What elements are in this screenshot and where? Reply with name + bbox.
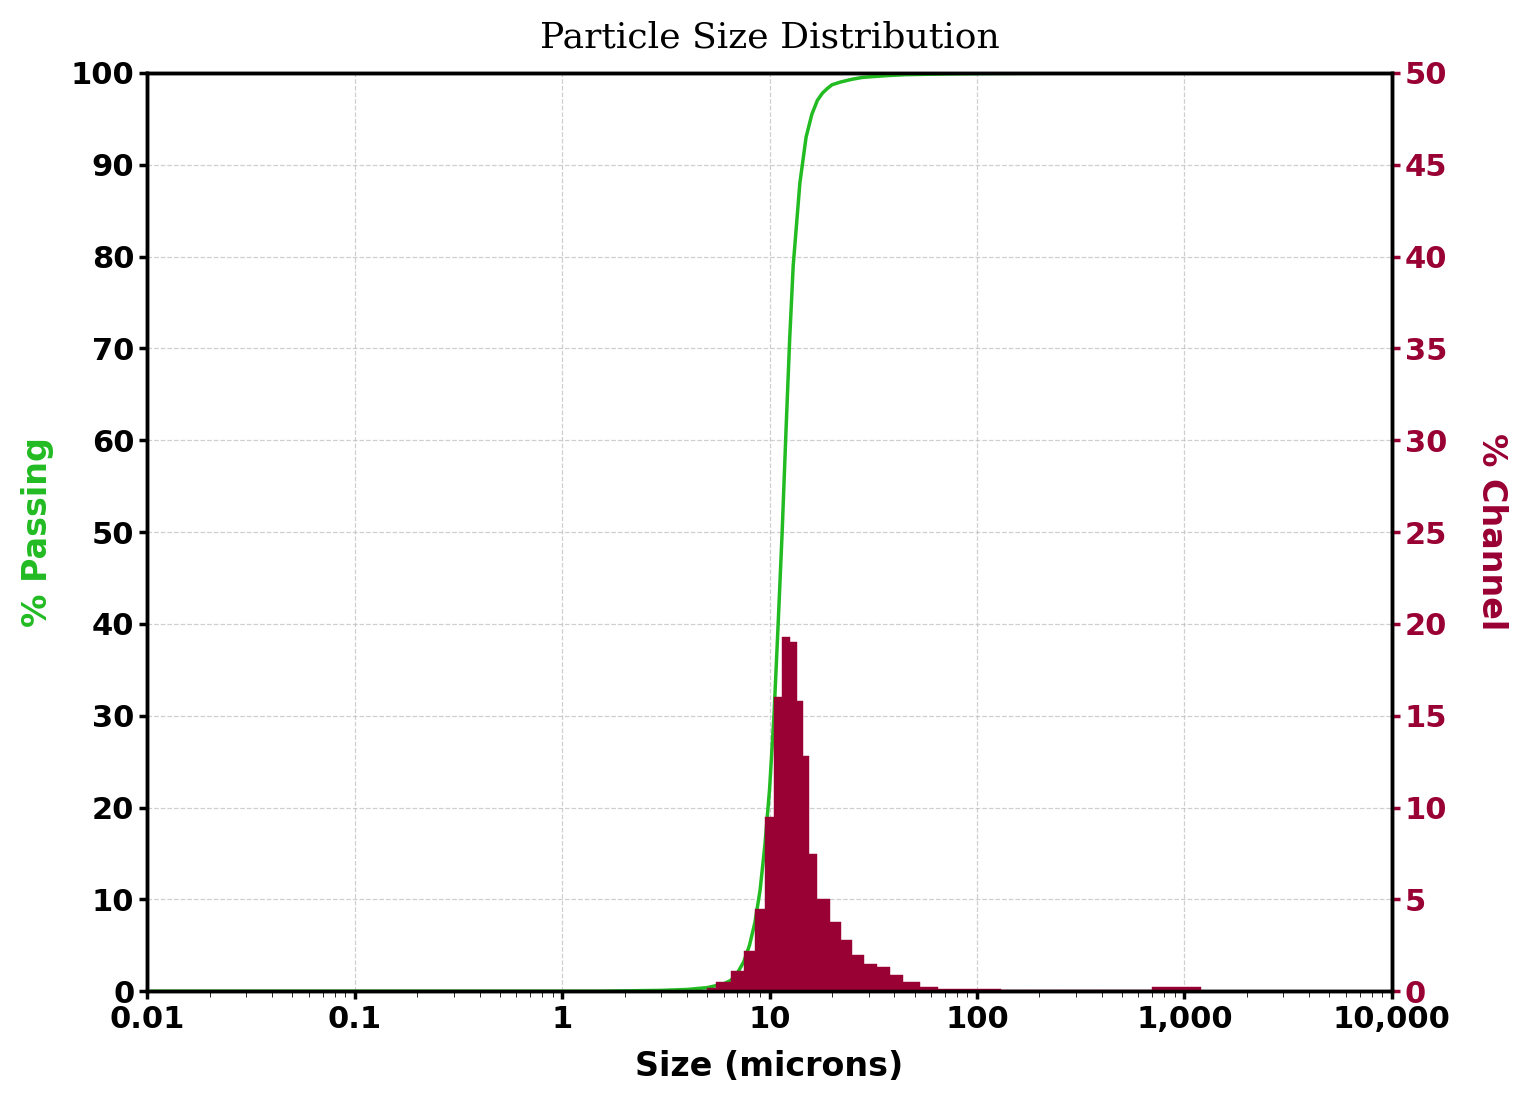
Bar [904, 983, 920, 991]
Bar [797, 701, 803, 991]
Bar [706, 988, 716, 991]
Bar [731, 972, 743, 991]
Bar [774, 698, 783, 991]
Bar [1000, 990, 1027, 991]
Bar [852, 955, 864, 991]
Bar [764, 817, 774, 991]
Bar [864, 964, 878, 991]
Bar [878, 967, 890, 991]
Bar [803, 756, 809, 991]
Bar [890, 975, 904, 991]
Y-axis label: % Channel: % Channel [1475, 434, 1508, 630]
Bar [789, 643, 797, 991]
Bar [920, 987, 939, 991]
Title: Particle Size Distribution: Particle Size Distribution [540, 21, 1000, 55]
Bar [783, 637, 789, 991]
Bar [743, 951, 755, 991]
Y-axis label: % Passing: % Passing [21, 437, 54, 627]
Bar [957, 988, 977, 991]
Bar [809, 853, 818, 991]
Bar [830, 922, 841, 991]
Bar [818, 900, 830, 991]
Bar [939, 988, 957, 991]
Bar [716, 983, 731, 991]
Bar [1153, 987, 1200, 991]
Bar [841, 940, 852, 991]
Bar [755, 909, 764, 991]
Bar [977, 988, 1000, 991]
X-axis label: Size (microns): Size (microns) [636, 1050, 904, 1083]
